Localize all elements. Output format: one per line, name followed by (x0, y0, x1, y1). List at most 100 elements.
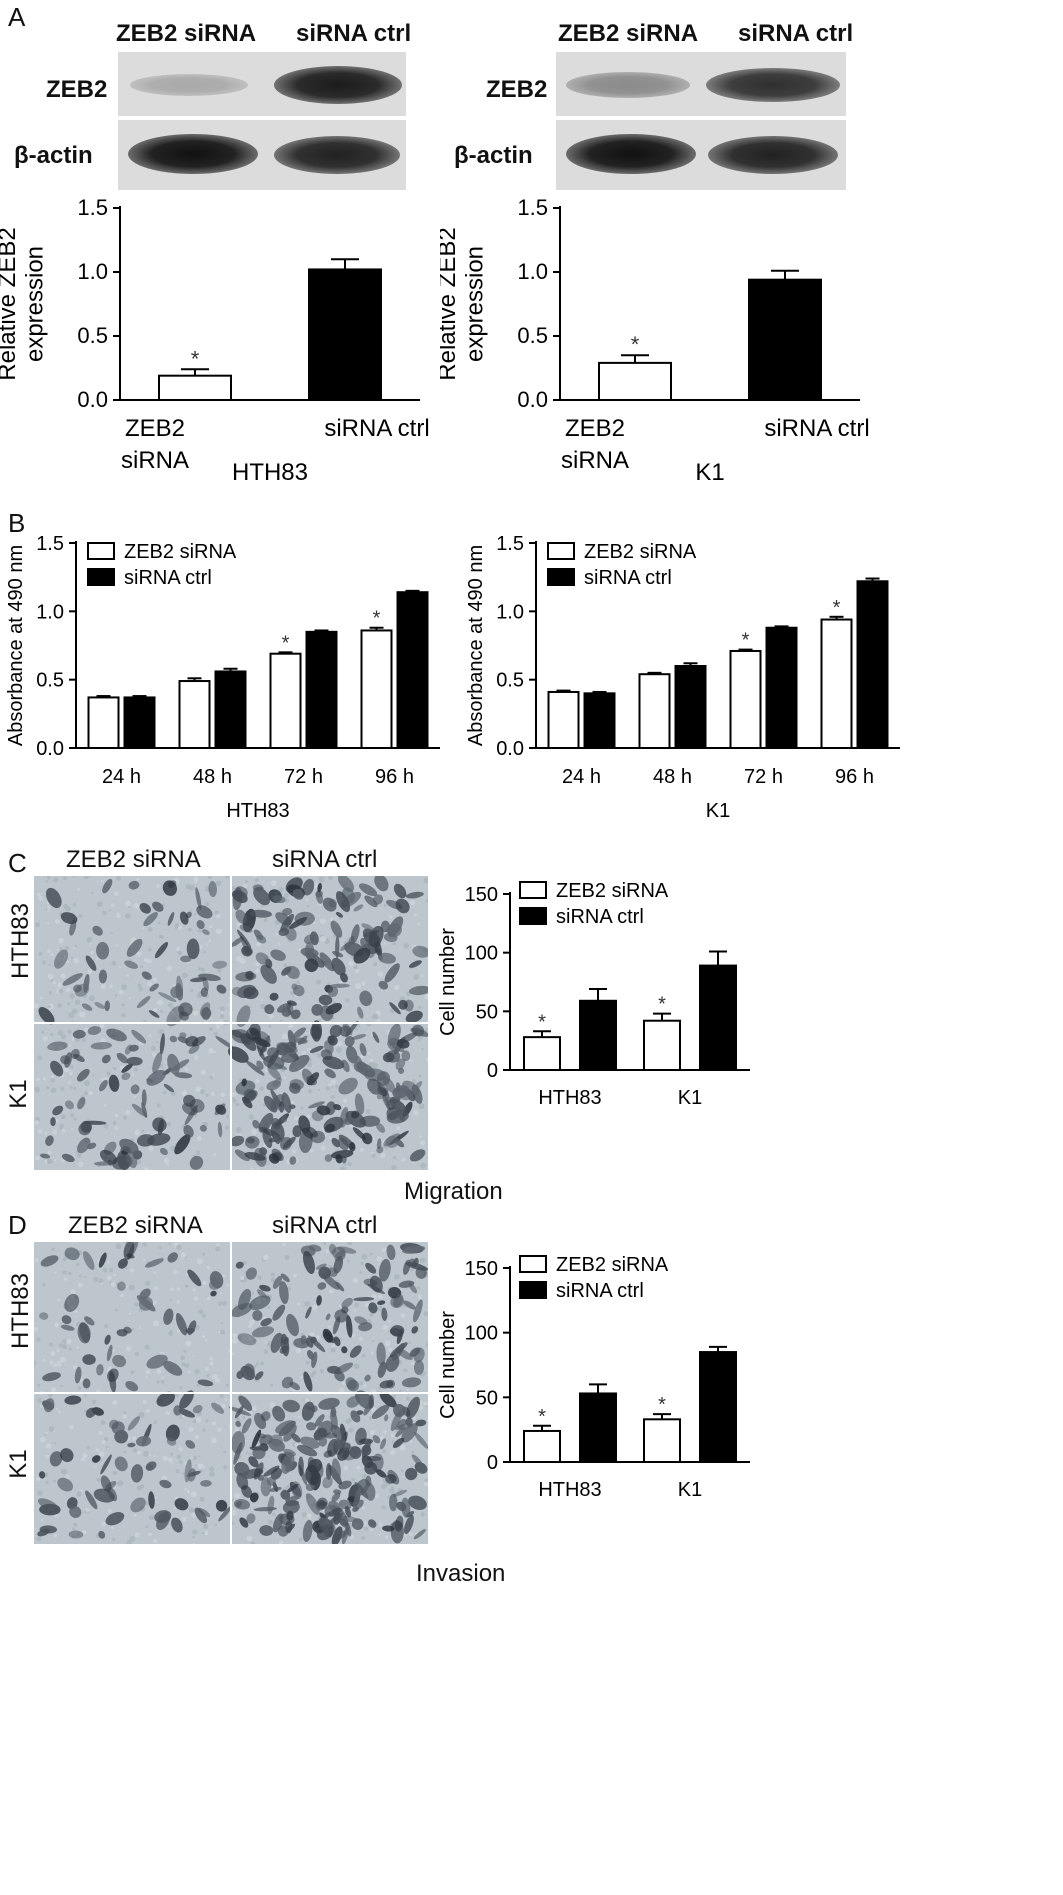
micrograph-speckle (338, 1387, 345, 1393)
y-tick-label: 0.5 (36, 670, 64, 692)
micrograph-speckle (91, 891, 94, 895)
micrograph-speckle (187, 1370, 191, 1374)
migrated-cell (60, 1448, 74, 1463)
micrograph-speckle (267, 1013, 271, 1017)
micrograph-speckle (417, 922, 421, 926)
micrograph-speckle (359, 1147, 364, 1152)
micrograph-speckle (423, 877, 428, 884)
micrograph-speckle (134, 1351, 139, 1356)
micrograph-speckle (403, 942, 410, 949)
micrograph-speckle (67, 1080, 71, 1084)
micro-c-row-label-k1: K1 (5, 1079, 32, 1109)
micrograph-speckle (278, 886, 284, 892)
migrated-cell (64, 1293, 80, 1312)
micrograph-speckle (232, 1097, 235, 1100)
migrated-cell (329, 983, 350, 988)
micrograph-speckle (209, 925, 213, 929)
micrograph-speckle (53, 1363, 58, 1367)
migrated-cell (341, 1346, 348, 1354)
migrated-cell (349, 1446, 362, 1459)
micrograph-speckle (37, 1129, 43, 1134)
micrograph-speckle (54, 1158, 57, 1162)
migrated-cell (197, 1379, 214, 1387)
migrated-cell (270, 949, 286, 961)
migrated-cell (277, 1525, 289, 1537)
migrated-cell (252, 1119, 260, 1129)
micrograph-speckle (62, 1339, 67, 1344)
micrograph-speckle (119, 990, 124, 995)
micrograph-speckle (193, 1542, 196, 1544)
micrograph-speckle (181, 1090, 187, 1096)
x-category-label: 72 h (284, 766, 323, 788)
migrated-cell (45, 1135, 54, 1146)
migrated-cell (340, 939, 356, 951)
migrated-cell (272, 1077, 282, 1087)
migrated-cell (382, 1094, 390, 1109)
micrograph-speckle (361, 1535, 366, 1540)
bar-value-sirna-ctrl (748, 278, 822, 401)
micrograph-speckle (360, 1261, 364, 1266)
micrograph-speckle (199, 1088, 206, 1095)
migrated-cell (378, 1258, 391, 1282)
micrograph-speckle (254, 877, 259, 882)
micrograph-speckle (314, 1379, 317, 1382)
migrated-cell (305, 1464, 320, 1486)
migrated-cell (337, 1137, 349, 1151)
micrograph-speckle (128, 1284, 135, 1291)
migrated-cell (380, 1438, 387, 1450)
micrograph-speckle (208, 876, 212, 880)
micrograph-speckle (250, 1541, 255, 1544)
micrograph-speckle (263, 1349, 269, 1355)
migrated-cell (353, 1061, 368, 1073)
micrograph-speckle (413, 974, 420, 980)
micrograph-speckle (176, 1244, 182, 1251)
micrograph-speckle (192, 1535, 195, 1539)
micrograph-speckle (368, 1416, 372, 1420)
micrograph-speckle (418, 1135, 422, 1139)
migrated-cell (344, 1035, 355, 1047)
micrograph-speckle (325, 1085, 331, 1091)
micrograph-speckle (245, 1451, 248, 1454)
y-axis-label: Relative ZEB2expression (440, 227, 488, 380)
micrograph-speckle (144, 1167, 148, 1170)
blot-band (274, 136, 400, 174)
migrated-cell (227, 1046, 249, 1063)
migrated-cell (322, 1056, 345, 1070)
micrograph-speckle (369, 1528, 373, 1532)
legend-label: siRNA ctrl (556, 1280, 644, 1302)
micrograph-speckle (41, 960, 46, 965)
y-tick-label: 0.5 (517, 323, 548, 348)
micrograph-speckle (145, 1375, 148, 1379)
migrated-cell (173, 1405, 182, 1416)
micrograph-speckle (56, 948, 60, 951)
micrograph-speckle (410, 1465, 413, 1468)
blot-right-row-label-beta-actin: β-actin (454, 142, 533, 169)
migrated-cell (136, 1436, 152, 1447)
micrograph-speckle (64, 945, 70, 951)
migrated-cell (159, 1479, 172, 1489)
migrated-cell (259, 1525, 274, 1536)
micrograph-speckle (92, 1074, 95, 1077)
micrograph-speckle (49, 1342, 54, 1347)
migrated-cell (331, 957, 346, 976)
micrograph-speckle (219, 1393, 224, 1399)
migrated-cell (282, 907, 293, 916)
migrated-cell (47, 1041, 68, 1051)
migrated-cell (147, 1133, 171, 1146)
migrated-cell (249, 1446, 262, 1451)
micrograph-speckle (240, 1276, 245, 1281)
migrated-cell (318, 994, 333, 1006)
micrograph-speckle (63, 876, 67, 881)
micrograph-speckle (186, 1273, 189, 1276)
migrated-cell (396, 1038, 410, 1049)
panel-letter-a: A (8, 2, 26, 32)
micrograph-speckle (115, 944, 118, 947)
migrated-cell (104, 1334, 111, 1345)
migrated-cell (328, 1243, 337, 1255)
micrograph-speckle (298, 1537, 303, 1542)
micrograph-speckle (353, 965, 358, 970)
micrograph-speckle (210, 1091, 215, 1096)
migrated-cell (413, 1529, 426, 1540)
micrograph-speckle (335, 1085, 339, 1089)
y-axis-label-line: Relative ZEB2 (0, 227, 21, 380)
